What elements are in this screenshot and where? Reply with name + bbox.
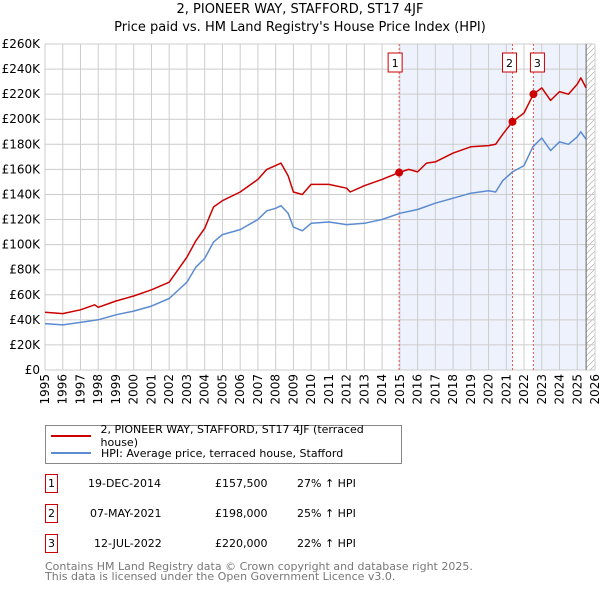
price-chart: 1995 1996 1997 1998 1999 2000 2001 2002 2003 2004… bbox=[2, 37, 600, 405]
y-tick-label: £20K bbox=[9, 338, 41, 352]
sale-date: 07-MAY-2021 bbox=[90, 507, 162, 520]
y-tick-label: £200K bbox=[2, 112, 42, 126]
sale-hpi: 27% ↑ HPI bbox=[297, 477, 356, 490]
sale-label-border bbox=[387, 52, 403, 73]
table-row: 3 12-JUL-2022 £220,000 22% ↑ HPI bbox=[45, 534, 465, 554]
x-tick-label: 2025 bbox=[570, 374, 584, 405]
legend-swatch-red bbox=[51, 435, 91, 437]
sale-point bbox=[529, 90, 538, 99]
y-tick-label: £180K bbox=[2, 137, 42, 151]
x-tick-label: 2005 bbox=[215, 374, 229, 405]
x-tick-label: 2015 bbox=[393, 374, 407, 405]
sale-price: £220,000 bbox=[215, 537, 268, 550]
x-tick-label: 2000 bbox=[127, 374, 141, 405]
x-tick-label: 2008 bbox=[269, 374, 283, 405]
sale-point bbox=[508, 117, 517, 126]
x-tick-label: 1999 bbox=[109, 374, 123, 405]
y-tick-label: £160K bbox=[2, 162, 42, 176]
x-tick-label: 2006 bbox=[233, 374, 247, 405]
x-tick-label: 2009 bbox=[286, 374, 300, 405]
sale-badge: 2 bbox=[45, 504, 58, 523]
legend-item-property: 2, PIONEER WAY, STAFFORD, ST17 4JF (terr… bbox=[51, 423, 401, 449]
legend-label: HPI: Average price, terraced house, Staf… bbox=[101, 446, 344, 460]
sale-date: 12-JUL-2022 bbox=[94, 537, 162, 550]
sale-label-box: 2 bbox=[502, 52, 517, 73]
x-tick-label: 2022 bbox=[517, 374, 531, 405]
x-tick-label: 2012 bbox=[340, 374, 354, 405]
y-tick-label: £220K bbox=[2, 87, 42, 101]
sale-label-text: 2 bbox=[506, 57, 513, 70]
chart-title: 2, PIONEER WAY, STAFFORD, ST17 4JF bbox=[176, 2, 424, 17]
table-row: 2 07-MAY-2021 £198,000 25% ↑ HPI bbox=[45, 504, 465, 524]
y-tick-label: £0 bbox=[25, 363, 40, 377]
sale-date: 19-DEC-2014 bbox=[88, 477, 162, 490]
x-tick-label: 2014 bbox=[375, 374, 389, 405]
sale-point bbox=[395, 168, 404, 177]
legend-item-hpi: HPI: Average price, terraced house, Staf… bbox=[51, 445, 343, 461]
x-tick-label: 2007 bbox=[251, 374, 265, 405]
sale-price: £198,000 bbox=[215, 507, 268, 520]
x-tick-label: 2010 bbox=[304, 374, 318, 405]
sale-label-box: 3 bbox=[529, 52, 545, 73]
sale-label-box: 1 bbox=[387, 52, 403, 73]
x-tick-label: 2004 bbox=[198, 374, 212, 405]
footer-copyright: Contains HM Land Registry data © Crown c… bbox=[45, 560, 473, 573]
x-tick-label: 2003 bbox=[180, 374, 194, 405]
y-tick-label: £40K bbox=[9, 313, 41, 327]
sale-price: £157,500 bbox=[215, 477, 268, 490]
footer-licence: This data is licensed under the Open Gov… bbox=[45, 570, 396, 583]
x-tick-label: 2026 bbox=[588, 374, 600, 405]
x-tick-label: 2018 bbox=[446, 374, 460, 405]
x-tick-label: 2001 bbox=[144, 374, 158, 405]
hpi-line bbox=[44, 131, 587, 326]
x-tick-label: 2019 bbox=[464, 374, 478, 405]
x-tick-label: 1997 bbox=[73, 374, 87, 405]
sale-hpi: 25% ↑ HPI bbox=[297, 507, 356, 520]
property-price-line bbox=[44, 77, 587, 315]
y-tick-label: £60K bbox=[9, 288, 41, 302]
x-tick-label: 2021 bbox=[499, 374, 513, 405]
x-tick-label: 2017 bbox=[428, 374, 442, 405]
x-tick-label: 2020 bbox=[482, 374, 496, 405]
x-tick-label: 2016 bbox=[411, 374, 425, 405]
shaded-period bbox=[399, 44, 513, 370]
y-tick-label: £260K bbox=[2, 37, 42, 51]
future-hatch bbox=[586, 44, 595, 370]
y-tick-label: £120K bbox=[2, 213, 42, 227]
x-tick-label: 2011 bbox=[322, 374, 336, 405]
x-tick-label: 1995 bbox=[38, 374, 52, 405]
y-tick-label: £240K bbox=[2, 62, 42, 76]
x-tick-label: 2023 bbox=[535, 374, 549, 405]
chart-subtitle: Price paid vs. HM Land Registry's House … bbox=[114, 20, 486, 35]
x-tick-label: 2013 bbox=[357, 374, 371, 405]
x-tick-label: 2024 bbox=[553, 374, 567, 405]
y-tick-label: £80K bbox=[9, 263, 41, 277]
table-row: 1 19-DEC-2014 £157,500 27% ↑ HPI bbox=[45, 474, 465, 494]
legend-swatch-blue bbox=[51, 452, 91, 454]
sale-label-text: 3 bbox=[534, 57, 541, 70]
y-tick-label: £100K bbox=[2, 238, 42, 252]
sale-hpi: 22% ↑ HPI bbox=[297, 537, 356, 550]
sale-label-border bbox=[529, 52, 545, 73]
x-tick-label: 1996 bbox=[56, 374, 70, 405]
sale-badge: 1 bbox=[45, 474, 58, 493]
sale-badge: 3 bbox=[45, 534, 58, 553]
y-tick-label: £140K bbox=[2, 187, 42, 201]
x-tick-label: 2002 bbox=[162, 374, 176, 405]
x-tick-label: 1998 bbox=[91, 374, 105, 405]
legend-label: 2, PIONEER WAY, STAFFORD, ST17 4JF (terr… bbox=[100, 423, 364, 449]
sale-label-border bbox=[502, 52, 517, 73]
sale-label-text: 1 bbox=[392, 57, 399, 70]
legend: 2, PIONEER WAY, STAFFORD, ST17 4JF (terr… bbox=[45, 423, 402, 464]
